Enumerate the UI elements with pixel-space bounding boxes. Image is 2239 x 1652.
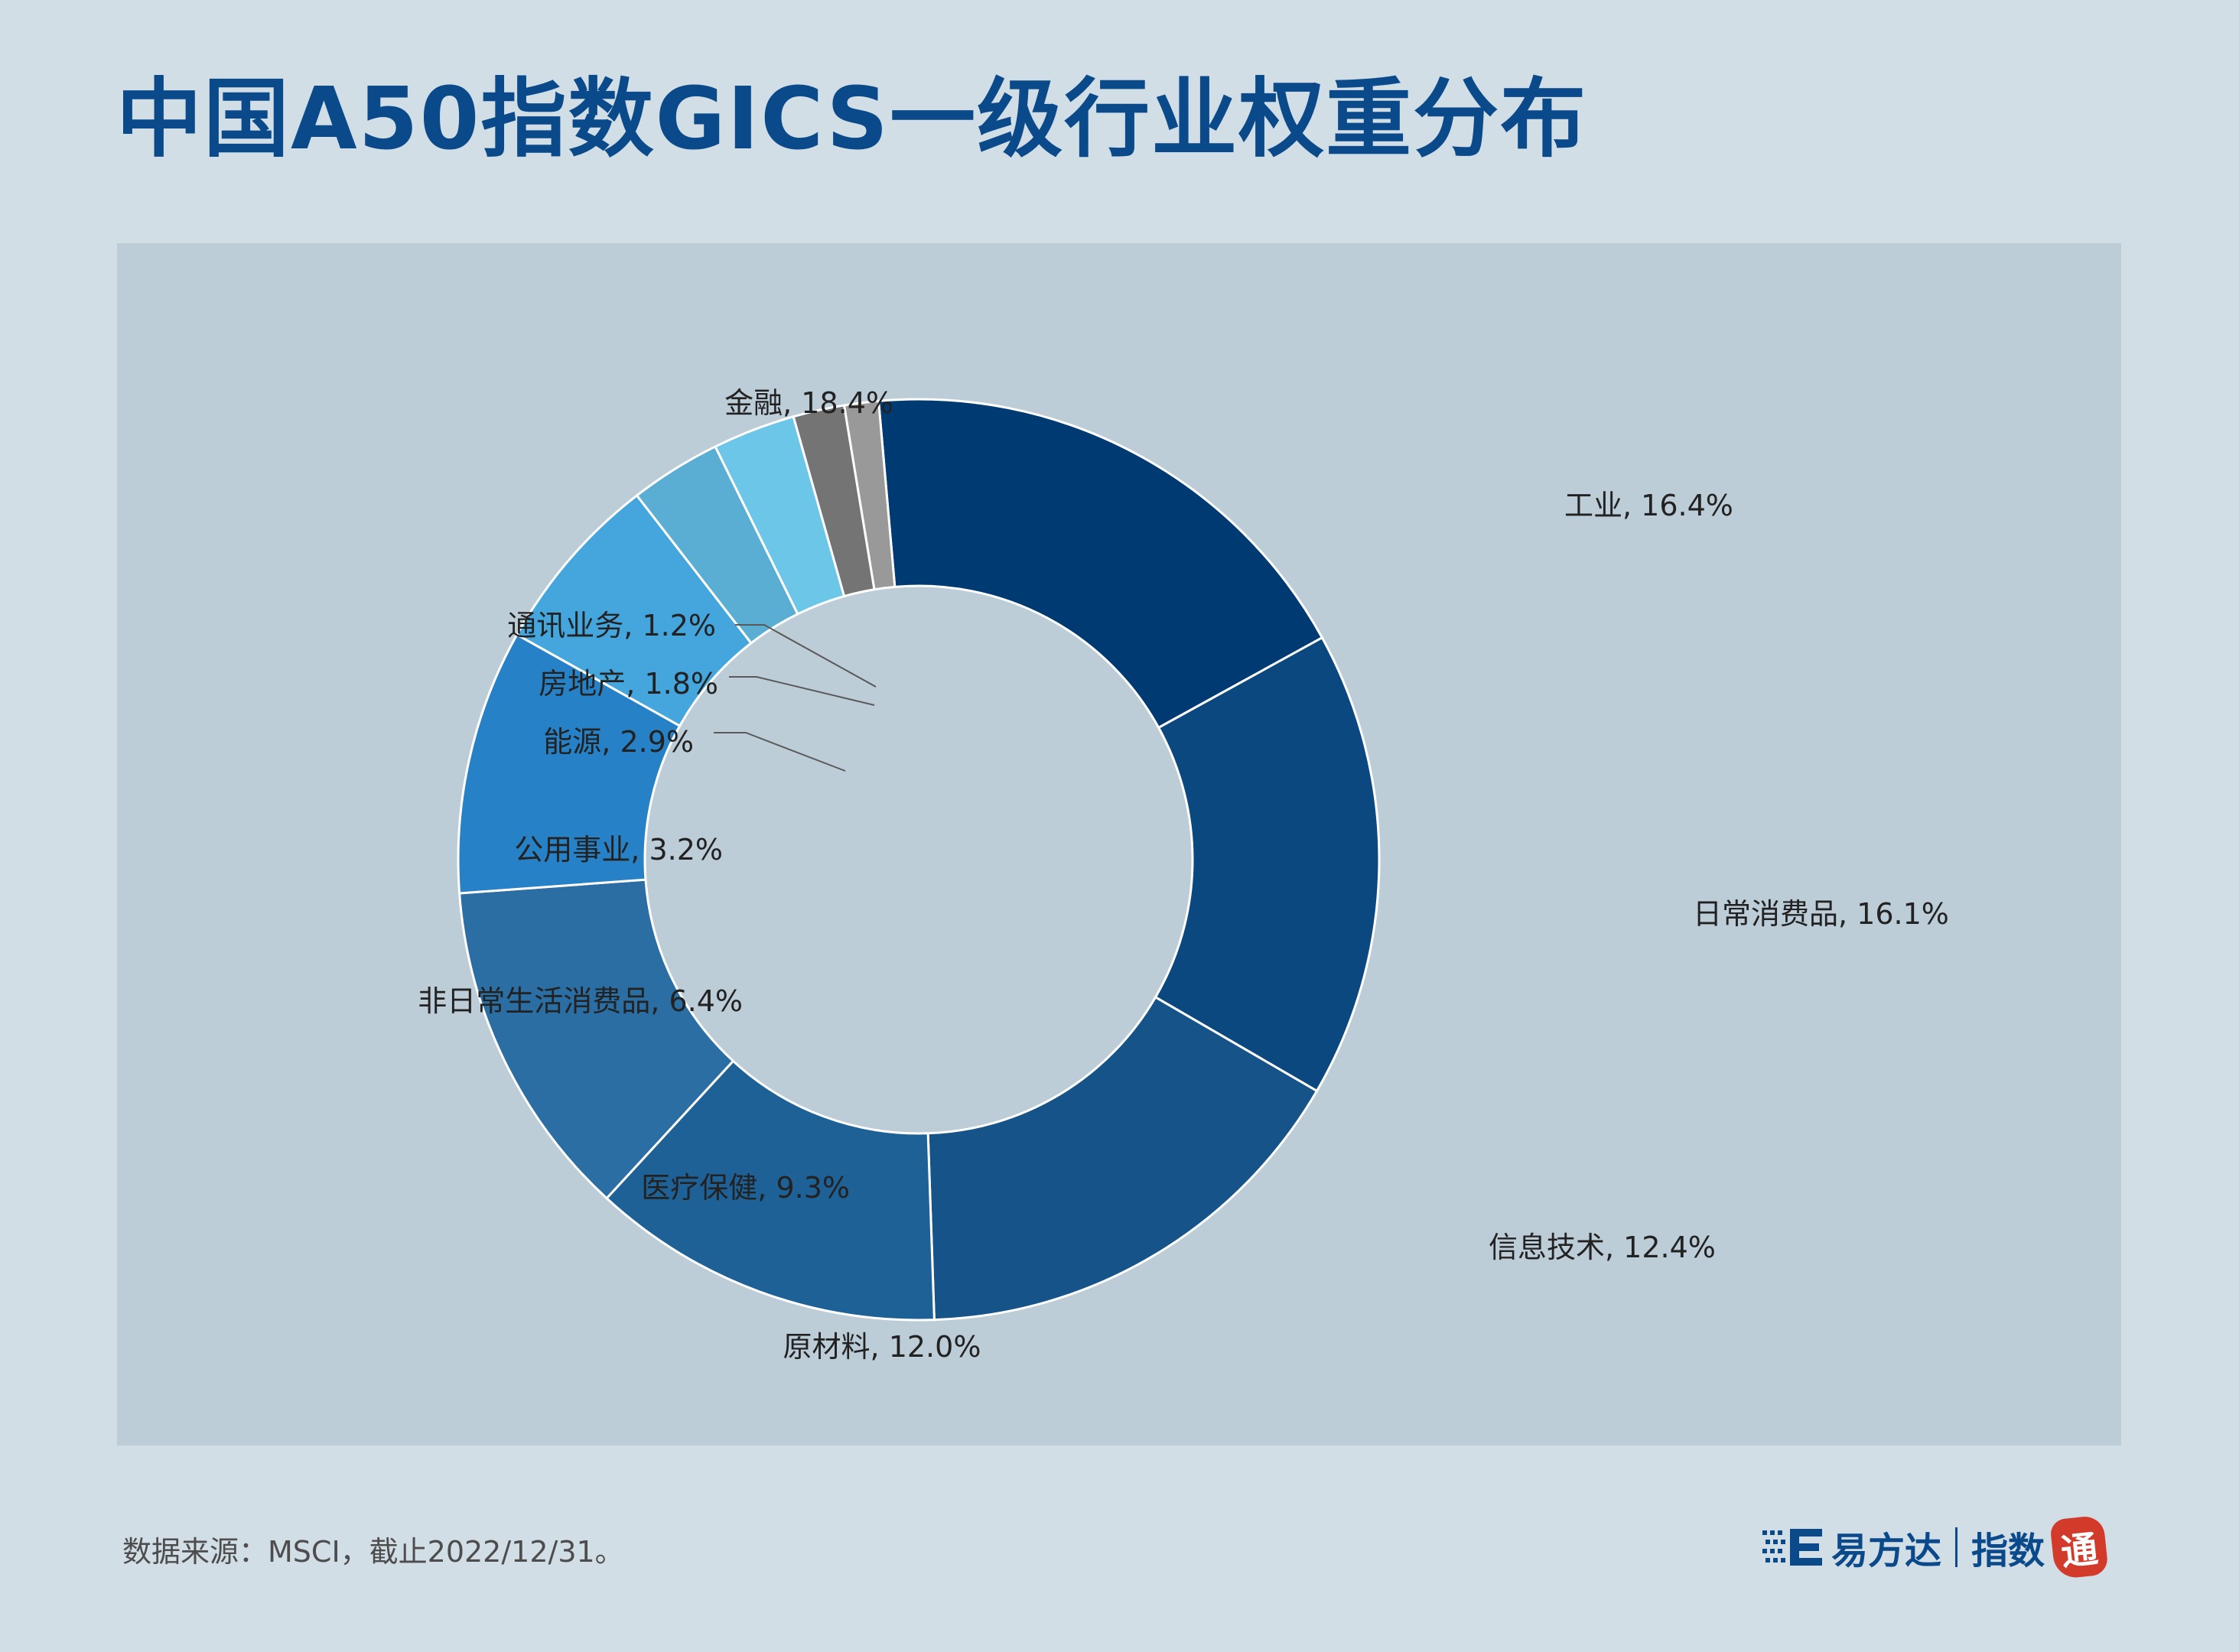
slice-label-consumer-discretionary: 非日常生活消费品, 6.4% — [418, 984, 743, 1018]
page-title: 中国A50指数GICS一级行业权重分布 — [116, 70, 1588, 169]
brand-product-name: 指数 — [1971, 1530, 2045, 1572]
slice-label-real-estate: 房地产, 1.8% — [539, 667, 718, 701]
chart-panel: 金融, 18.4% 工业, 16.4% 日常消费品, 16.1% 信息技术, 12.4… — [117, 243, 2121, 1446]
leader-line-real-estate — [729, 676, 875, 706]
slice-label-materials: 原材料, 12.0% — [783, 1330, 981, 1364]
brand-seal: 通 — [2049, 1514, 2109, 1580]
brand-divider — [1955, 1527, 1958, 1567]
slice-label-industrials: 工业, 16.4% — [1564, 489, 1733, 522]
leader-line-energy — [714, 732, 846, 772]
slice-label-information-technology: 信息技术, 12.4% — [1489, 1231, 1716, 1264]
donut-slice-communication-services — [842, 399, 897, 591]
slice-label-financials: 金融, 18.4% — [724, 386, 893, 420]
donut-chart: 金融, 18.4% 工业, 16.4% 日常消费品, 16.1% 信息技术, 12.4… — [418, 386, 1949, 1364]
donut-slice-information-technology — [605, 1059, 936, 1322]
slice-label-consumer-staples: 日常消费品, 16.1% — [1693, 897, 1949, 931]
leader-line-communication-services — [735, 624, 877, 688]
slice-label-health-care: 医疗保健, 9.3% — [641, 1171, 850, 1205]
data-source-note: 数据来源：MSCI，截止2022/12/31。 — [122, 1535, 624, 1569]
donut-slice-materials — [458, 878, 735, 1200]
brand-mark-icon — [1762, 1529, 1822, 1566]
brand-company-name: 易方达 — [1831, 1530, 1942, 1572]
slice-label-energy: 能源, 2.9% — [543, 725, 694, 759]
donut-slice-consumer-staples — [926, 995, 1319, 1322]
donut-slice-industrials — [1154, 636, 1381, 1093]
brand-logo: 易方达 指数 通 — [1762, 1513, 2109, 1582]
donut-slice-financials — [877, 398, 1324, 730]
slice-label-communication-services: 通讯业务, 1.2% — [507, 609, 716, 642]
slice-label-utilities: 公用事业, 3.2% — [514, 833, 723, 867]
